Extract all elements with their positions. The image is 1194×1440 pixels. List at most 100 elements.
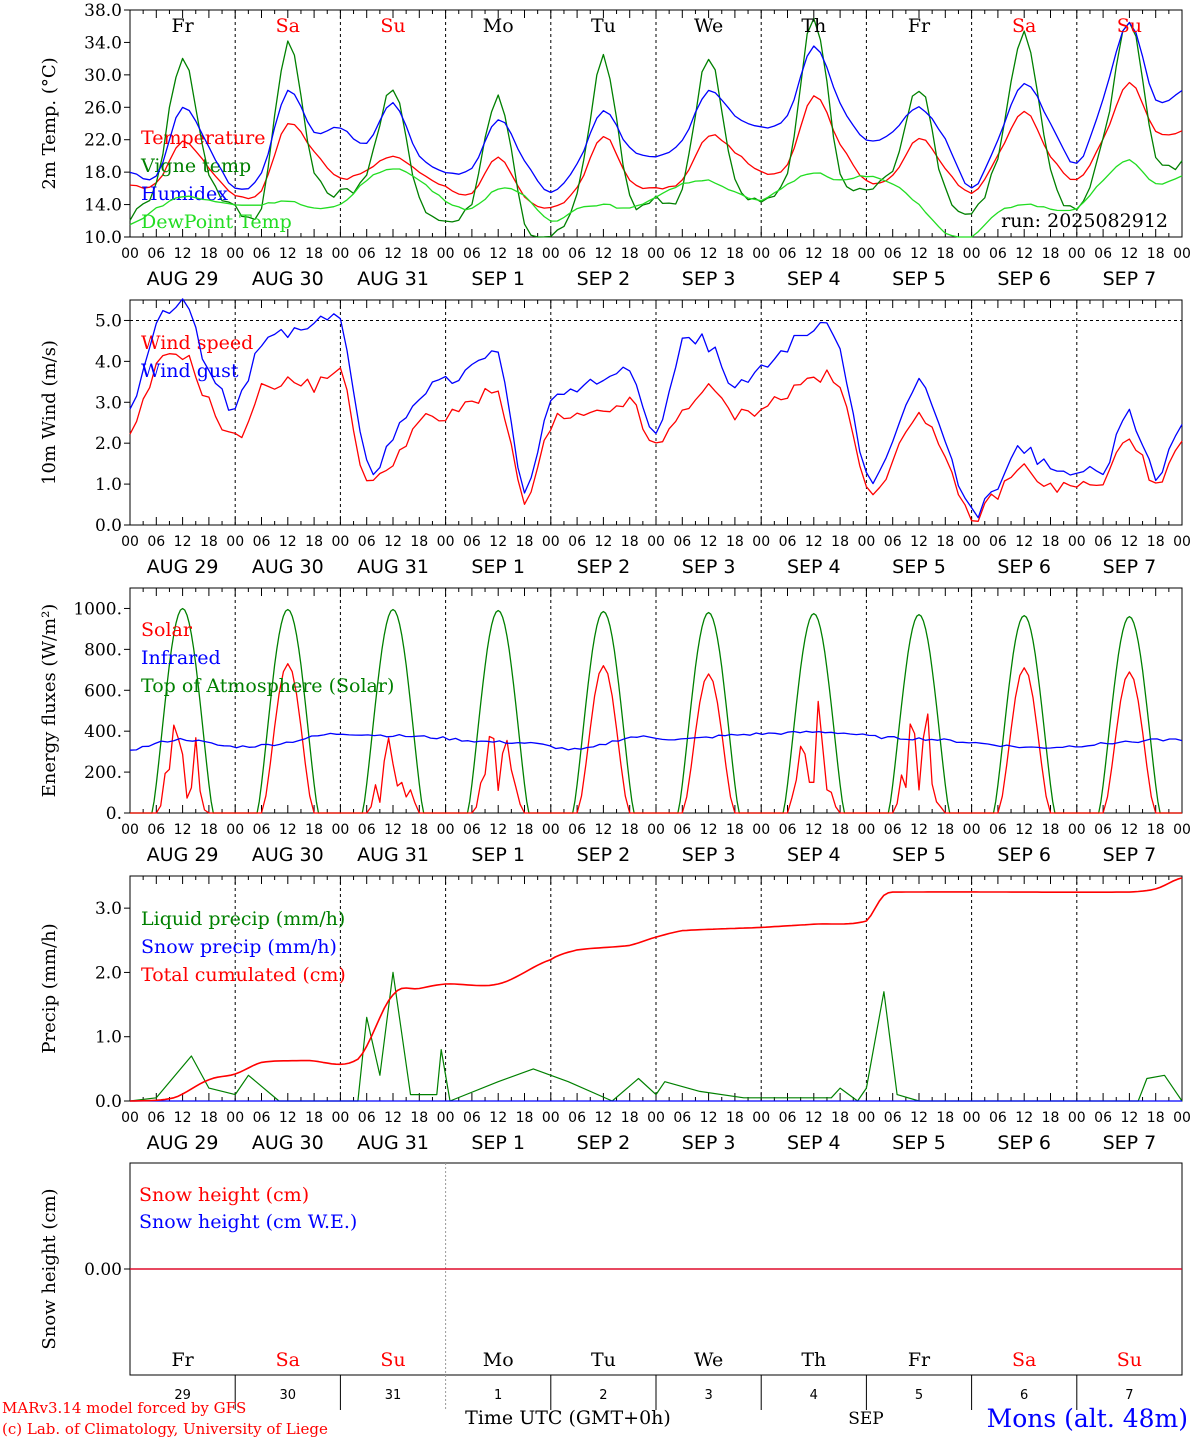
date-label: SEP 2 — [577, 556, 631, 578]
date-label: SEP 5 — [892, 844, 946, 866]
date-label: SEP 5 — [892, 268, 946, 290]
hour-tick-label: 12 — [489, 246, 507, 262]
hour-tick-label: 00 — [1173, 1110, 1191, 1126]
station-label: Mons (alt. 48m) — [987, 1404, 1188, 1433]
hour-tick-label: 06 — [358, 1110, 376, 1126]
hour-tick-label: 06 — [147, 534, 165, 550]
y-tick-label: 14.0 — [84, 196, 122, 216]
hour-tick-label: 12 — [1120, 534, 1138, 550]
weekday-label: Mo — [483, 1349, 514, 1371]
hour-tick-label: 06 — [989, 1110, 1007, 1126]
hour-tick-label: 12 — [594, 534, 612, 550]
hour-tick-label: 18 — [1042, 246, 1060, 262]
hour-tick-label: 06 — [673, 822, 691, 838]
date-label: AUG 31 — [357, 1132, 429, 1154]
weekday-label: Su — [380, 15, 405, 37]
hour-tick-label: 18 — [621, 822, 639, 838]
hour-tick-label: 18 — [410, 1110, 428, 1126]
x-axis-label: Time UTC (GMT+0h) — [465, 1407, 671, 1429]
day-number-label: 31 — [385, 1388, 402, 1403]
date-label: SEP 2 — [577, 1132, 631, 1154]
hour-tick-label: 06 — [253, 1110, 271, 1126]
date-label: AUG 30 — [252, 1132, 324, 1154]
hour-tick-label: 12 — [594, 822, 612, 838]
hour-tick-label: 12 — [1015, 246, 1033, 262]
hour-tick-label: 06 — [358, 534, 376, 550]
date-label: SEP 7 — [1103, 556, 1157, 578]
hour-tick-label: 18 — [831, 1110, 849, 1126]
y-tick-label: 2.0 — [95, 963, 122, 983]
y-axis-label: Energy fluxes (W/m²) — [39, 604, 60, 798]
hour-tick-label: 18 — [621, 534, 639, 550]
hour-tick-label: 12 — [805, 534, 823, 550]
weekday-label: We — [694, 1349, 723, 1371]
hour-tick-label: 12 — [700, 822, 718, 838]
hour-tick-label: 00 — [331, 1110, 349, 1126]
hour-tick-label: 06 — [1094, 534, 1112, 550]
hour-tick-label: 06 — [1094, 246, 1112, 262]
hour-tick-label: 00 — [857, 534, 875, 550]
hour-tick-label: 12 — [279, 246, 297, 262]
hour-tick-label: 06 — [253, 246, 271, 262]
y-tick-label: 1.0 — [95, 475, 122, 495]
hour-tick-label: 12 — [174, 246, 192, 262]
weekday-label: Sa — [1012, 1349, 1036, 1371]
hour-tick-label: 18 — [726, 246, 744, 262]
hour-tick-label: 00 — [226, 534, 244, 550]
y-tick-label: 400. — [84, 722, 122, 742]
weekday-label: Sa — [1012, 15, 1036, 37]
hour-tick-label: 12 — [700, 1110, 718, 1126]
hour-tick-label: 18 — [831, 534, 849, 550]
weekday-label: Th — [801, 15, 826, 37]
hour-tick-label: 18 — [1042, 822, 1060, 838]
y-tick-label: 1.0 — [95, 1028, 122, 1048]
series-line-precip-2 — [129, 877, 1183, 1102]
date-label: SEP 2 — [577, 268, 631, 290]
credit-line: (c) Lab. of Climatology, University of L… — [2, 1420, 328, 1438]
legend-entry: Temperature — [141, 127, 265, 149]
weekday-label: Mo — [483, 15, 514, 37]
hour-tick-label: 00 — [963, 1110, 981, 1126]
weekday-label: Th — [801, 1349, 826, 1371]
hour-tick-label: 00 — [542, 822, 560, 838]
hour-tick-label: 06 — [779, 534, 797, 550]
day-number-label: 6 — [1020, 1388, 1028, 1403]
hour-tick-label: 06 — [253, 534, 271, 550]
hour-tick-label: 18 — [516, 822, 534, 838]
date-label: SEP 7 — [1103, 1132, 1157, 1154]
date-label: SEP 3 — [682, 1132, 736, 1154]
date-label: AUG 29 — [147, 268, 219, 290]
hour-tick-label: 00 — [437, 534, 455, 550]
weekday-label: Fr — [908, 1349, 931, 1371]
hour-tick-label: 18 — [200, 246, 218, 262]
plot-frame-1 — [129, 299, 1183, 526]
day-number-label: 7 — [1125, 1388, 1133, 1403]
hour-tick-label: 18 — [621, 246, 639, 262]
hour-tick-label: 00 — [647, 1110, 665, 1126]
hour-tick-label: 12 — [1015, 534, 1033, 550]
hour-tick-label: 00 — [331, 246, 349, 262]
hour-tick-label: 06 — [463, 534, 481, 550]
date-label: SEP 4 — [787, 1132, 841, 1154]
weekday-label: Fr — [171, 15, 194, 37]
y-tick-label: 600. — [84, 681, 122, 701]
weekday-label: Sa — [276, 15, 300, 37]
series-line-wind-1 — [129, 298, 1183, 519]
y-axis-label: 10m Wind (m/s) — [39, 340, 60, 485]
hour-tick-label: 00 — [1068, 1110, 1086, 1126]
hour-tick-label: 18 — [200, 822, 218, 838]
hour-tick-label: 18 — [410, 246, 428, 262]
y-tick-label: 3.0 — [95, 899, 122, 919]
hour-tick-label: 18 — [1042, 534, 1060, 550]
date-label: SEP 1 — [471, 268, 525, 290]
hour-tick-label: 06 — [884, 822, 902, 838]
hour-tick-label: 12 — [384, 822, 402, 838]
hour-tick-label: 18 — [305, 1110, 323, 1126]
y-tick-label: 800. — [84, 640, 122, 660]
series-line-precip-0 — [129, 971, 1183, 1102]
date-label: SEP 3 — [682, 844, 736, 866]
legend-entry: Top of Atmosphere (Solar) — [141, 675, 394, 697]
hour-tick-label: 12 — [805, 246, 823, 262]
y-tick-label: 5.0 — [95, 311, 122, 331]
legend-entry: Solar — [141, 619, 193, 641]
